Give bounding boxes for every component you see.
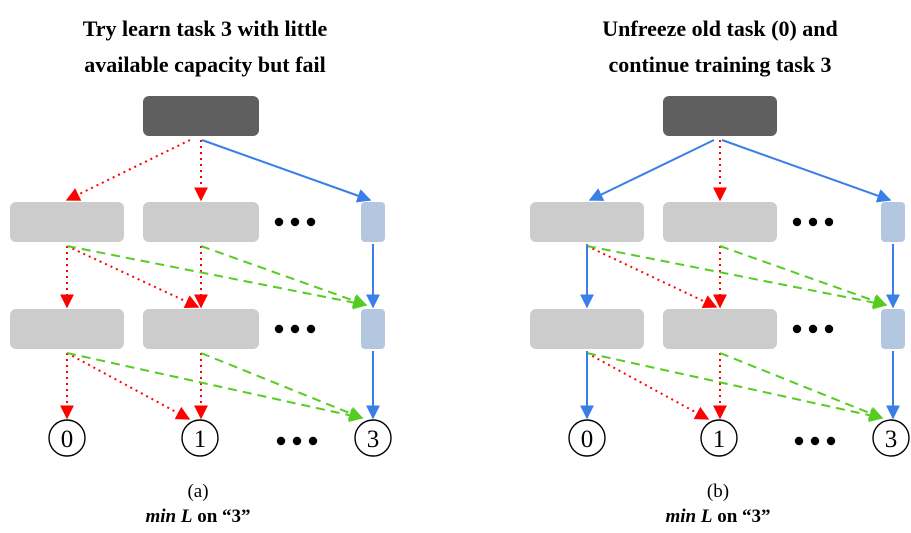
output-label-1: 1 [194, 426, 207, 453]
panel-a-caption: min L on “3” [145, 506, 250, 527]
task1-layer1-block [663, 202, 777, 242]
ellipsis-row2 [274, 324, 316, 334]
task3-layer1-block [881, 202, 905, 242]
panel-a-caption-min: min L [145, 506, 192, 527]
frozen-paths [60, 139, 208, 420]
task3-layer2-block [881, 309, 905, 349]
task0-layer2-block [530, 309, 644, 349]
transfer-paths [66, 245, 368, 423]
trainable-paths [580, 139, 900, 420]
input-block [663, 96, 777, 136]
output-node-3 [354, 419, 392, 457]
task1-layer1-block [143, 202, 259, 242]
input-block [143, 96, 259, 136]
panel-a-title-line2: available capacity but fail [84, 52, 325, 77]
task0-layer1-block [10, 202, 124, 242]
output-node-1 [700, 419, 738, 457]
ellipsis-row2 [792, 324, 834, 334]
output-node-0 [568, 419, 606, 457]
output-label-0: 0 [581, 426, 594, 453]
task3-layer2-block [361, 309, 385, 349]
panel-b-caption: min L on “3” [665, 506, 770, 527]
ellipsis-row1 [792, 217, 834, 227]
output-node-1 [181, 419, 219, 457]
panel-b-caption-letter: (b) [707, 481, 729, 502]
frozen-paths [586, 140, 727, 420]
task0-layer1-block [530, 202, 644, 242]
output-node-3 [872, 419, 910, 457]
panel-a-caption-letter: (a) [187, 481, 208, 502]
panel-a-caption-on: on “3” [192, 506, 250, 527]
task0-layer2-block [10, 309, 124, 349]
transfer-paths [586, 245, 888, 423]
task1-layer2-block [143, 309, 259, 349]
panel-b-caption-on: on “3” [712, 506, 770, 527]
ellipsis-outputs [276, 436, 318, 446]
panel-b-title-line2: continue training task 3 [608, 52, 831, 77]
output-label-1: 1 [713, 426, 726, 453]
ellipsis-outputs [794, 436, 836, 446]
panel-b-caption-min: min L [665, 506, 712, 527]
panel-a-title-line1: Try learn task 3 with little [83, 16, 328, 41]
ellipsis-row1 [274, 217, 316, 227]
output-node-0 [48, 419, 86, 457]
task1-layer2-block [663, 309, 777, 349]
panel-b-title-line1: Unfreeze old task (0) and [602, 16, 837, 41]
output-label-3: 3 [367, 426, 380, 453]
panel-b: Unfreeze old task (0) and continue train… [530, 16, 910, 527]
task3-layer1-block [361, 202, 385, 242]
output-label-3: 3 [885, 426, 898, 453]
output-label-0: 0 [61, 426, 74, 453]
panel-a: Try learn task 3 with little available c… [10, 16, 392, 527]
new-task-paths [201, 139, 380, 420]
